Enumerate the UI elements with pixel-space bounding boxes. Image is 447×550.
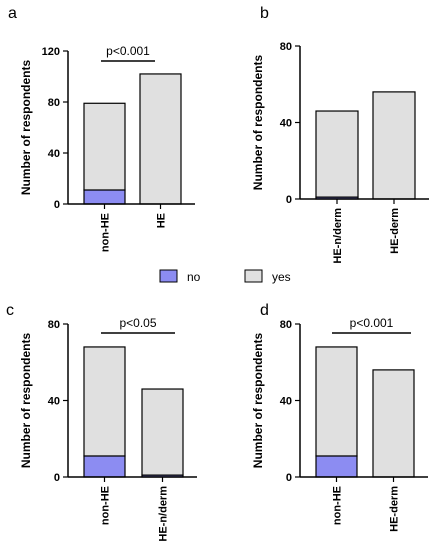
chart-panel-a: a 0 40 80 120 Number of respondents non-HE HE p<… bbox=[8, 5, 195, 252]
y-tick-label: 0 bbox=[286, 472, 292, 484]
bar-yes-HE-derm bbox=[372, 91, 416, 200]
bar-no-non-HE bbox=[83, 189, 126, 205]
y-tick-label: 0 bbox=[286, 194, 292, 206]
chart-panels: a 0 40 80 120 Number of respondents non-HE HE p<… bbox=[6, 5, 429, 542]
x-tick-label: HE-n/derm bbox=[332, 208, 344, 264]
x-tick-label: non-HE bbox=[332, 486, 344, 525]
chart-panel-c: c 0 40 80 Number of respondents non-HE HE-n/de… bbox=[6, 302, 197, 542]
legend: no yes bbox=[159, 269, 291, 284]
p-value-annotation: p<0.001 bbox=[350, 316, 394, 330]
bar-no-non-HE bbox=[83, 455, 126, 478]
y-tick-label: 80 bbox=[280, 41, 292, 53]
legend-label-yes: yes bbox=[272, 270, 291, 284]
x-tick-label: HE bbox=[156, 213, 168, 228]
p-value-annotation: p<0.05 bbox=[119, 316, 156, 330]
x-tick-label: HE-derm bbox=[389, 208, 401, 254]
bar-yes-HE-derm bbox=[372, 369, 415, 478]
panel-letter: b bbox=[260, 5, 269, 22]
y-tick-label: 80 bbox=[48, 319, 60, 331]
y-tick-label: 0 bbox=[54, 199, 60, 211]
x-tick-label: non-HE bbox=[100, 486, 112, 525]
y-tick-label: 120 bbox=[42, 46, 60, 58]
y-axis-title: Number of respondents bbox=[19, 333, 33, 469]
panel-letter: d bbox=[260, 302, 269, 319]
panel-letter: c bbox=[6, 302, 14, 319]
chart-panel-d: d 0 40 80 Number of respondents non-HE HE-derm… bbox=[251, 302, 428, 532]
legend-swatch-no bbox=[159, 269, 178, 283]
y-tick-label: 40 bbox=[48, 148, 60, 160]
y-tick-label: 40 bbox=[48, 396, 60, 408]
y-tick-label: 0 bbox=[54, 472, 60, 484]
y-tick-label: 40 bbox=[280, 396, 292, 408]
x-tick-label: HE-derm bbox=[389, 486, 401, 532]
bar-yes-HE-n/derm bbox=[315, 110, 359, 198]
x-tick-label: HE-n/derm bbox=[158, 486, 170, 542]
bar-yes-HE-n/derm bbox=[141, 388, 184, 476]
p-value-annotation: p<0.001 bbox=[106, 44, 150, 58]
y-tick-label: 80 bbox=[48, 97, 60, 109]
legend-swatch-yes bbox=[244, 269, 263, 283]
x-tick-label: non-HE bbox=[100, 213, 112, 252]
y-axis-title: Number of respondents bbox=[251, 55, 265, 191]
panel-letter: a bbox=[8, 5, 17, 22]
chart-panel-b: b 0 40 80 Number of respondents HE-n/derm HE-d… bbox=[251, 5, 429, 264]
bar-yes-HE bbox=[139, 73, 182, 205]
y-axis-title: Number of respondents bbox=[251, 333, 265, 469]
y-axis-title: Number of respondents bbox=[19, 60, 33, 196]
bar-yes-non-HE bbox=[83, 102, 126, 191]
bar-yes-non-HE bbox=[83, 346, 126, 457]
y-tick-label: 40 bbox=[280, 118, 292, 130]
bar-no-non-HE bbox=[315, 455, 358, 478]
bar-yes-non-HE bbox=[315, 346, 358, 457]
legend-label-no: no bbox=[187, 270, 201, 284]
y-tick-label: 80 bbox=[280, 319, 292, 331]
